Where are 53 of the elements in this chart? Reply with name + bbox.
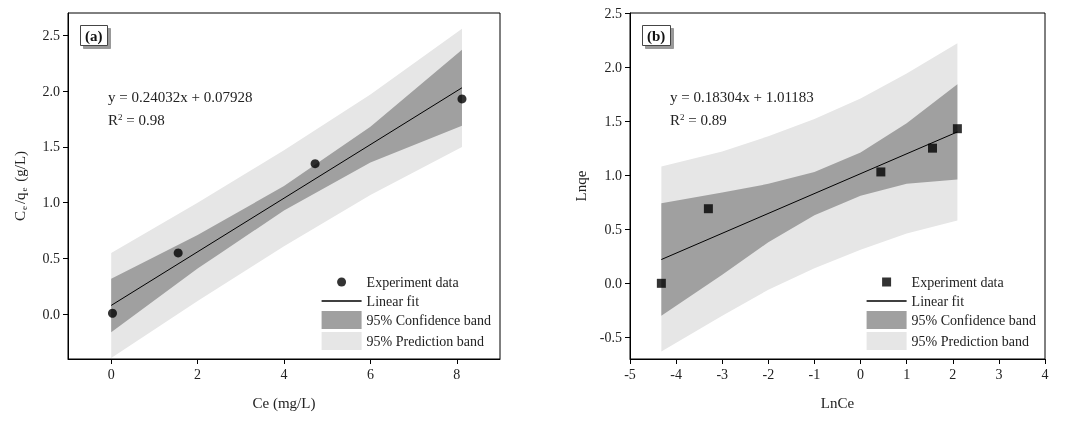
y-axis-title: Ce/qe (g/L) [12, 150, 29, 222]
text: (a) [85, 27, 103, 45]
legend-label: Experiment data [911, 274, 1005, 290]
point [952, 124, 962, 134]
x-tick-label: 4 [280, 366, 288, 382]
x-tick-label: -5 [624, 366, 636, 382]
point [173, 248, 183, 258]
y-tick-label: 0.0 [604, 275, 622, 291]
x-tick-label: 4 [1041, 366, 1049, 382]
point [656, 278, 666, 288]
legend-label: 95% Confidence band [366, 312, 492, 328]
y-axis-title: Lnqe [573, 170, 590, 202]
y-tick-label: 1.0 [42, 195, 60, 211]
point [310, 159, 320, 169]
x-tick-label: -3 [716, 366, 729, 382]
x-tick-label: 8 [453, 366, 461, 382]
legend-label: 95% Confidence band [911, 312, 1037, 328]
point [457, 94, 467, 104]
x-tick-label: 0 [857, 366, 865, 382]
point [108, 308, 117, 318]
x-tick-label: 6 [366, 366, 374, 382]
y-tick-label: 2.0 [42, 83, 60, 99]
y-tick-label: 2.5 [42, 27, 60, 43]
x-tick-label: -2 [762, 366, 775, 382]
x-tick-label: -1 [808, 366, 821, 382]
x-tick-label: 2 [194, 366, 202, 382]
annotation: y = 0.18304x + 1.01183 [670, 88, 814, 105]
y-tick-label: 2.0 [604, 59, 622, 75]
x-tick-label: 1 [903, 366, 911, 382]
legend-label: Experiment data [366, 274, 460, 290]
y-tick-label: 1.5 [42, 139, 60, 155]
legend-label: Linear fit [366, 293, 420, 309]
y-tick-label: -0.5 [599, 329, 622, 345]
x-axis-title: LnCe [820, 394, 855, 411]
x-tick-label: -4 [670, 366, 682, 382]
x-axis-title: Ce (mg/L) [252, 394, 316, 412]
annotation: y = 0.24032x + 0.07928 [108, 88, 253, 105]
x-tick-label: 0 [107, 366, 115, 382]
legend-label: 95% Prediction band [366, 333, 485, 349]
legend-label: Linear fit [911, 293, 965, 309]
y-tick-label: 1.0 [604, 167, 622, 183]
y-tick-label: 0.5 [604, 221, 622, 237]
y-tick-label: 1.5 [604, 113, 622, 129]
point [927, 143, 937, 153]
y-tick-label: 0.0 [42, 306, 60, 322]
legend-label: 95% Prediction band [911, 333, 1030, 349]
point [703, 204, 713, 214]
x-tick-label: 3 [995, 366, 1003, 382]
text: (b) [647, 27, 666, 45]
y-tick-label: 2.5 [604, 5, 622, 21]
point [876, 167, 886, 177]
y-tick-label: 0.5 [42, 251, 60, 267]
x-tick-label: 2 [949, 366, 957, 382]
